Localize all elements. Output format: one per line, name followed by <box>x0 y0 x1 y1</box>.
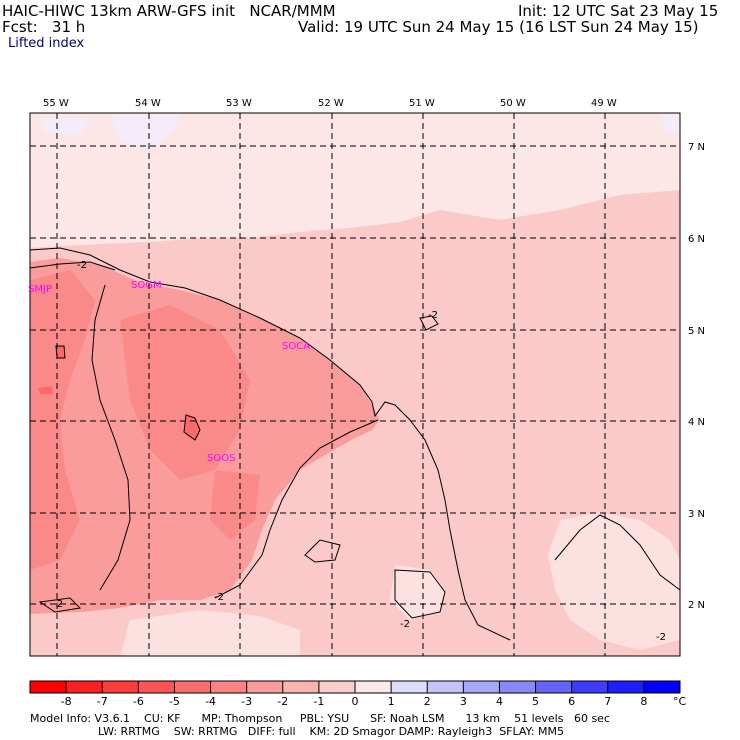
stronger-patch-west <box>30 270 95 570</box>
colorbar-swatch <box>427 681 464 693</box>
contour-label: -2 <box>400 619 410 630</box>
colorbar-tick-label: 5 <box>532 695 539 708</box>
lat-label: 7 N <box>688 142 705 153</box>
map-frame <box>29 112 681 657</box>
colorbar-swatch <box>643 681 681 693</box>
lon-label: 53 W <box>226 98 252 109</box>
valid-time: Valid: 19 UTC Sun 24 May 15 (16 LST Sun … <box>298 18 699 36</box>
near-zero-patch <box>110 115 180 150</box>
field-name: Lifted index <box>8 36 85 51</box>
colorbar-tick-label: -6 <box>133 695 144 708</box>
colorbar-tick-label: -2 <box>277 695 288 708</box>
coastline <box>29 247 511 641</box>
lon-label: 52 W <box>318 98 344 109</box>
contour-minus2-east <box>419 315 439 331</box>
lon-label: 51 W <box>409 98 435 109</box>
station-label: SOOS <box>207 453 235 464</box>
near-zero-patch-3 <box>660 115 680 135</box>
contour-label: -2 <box>53 599 63 610</box>
border-east <box>214 419 379 599</box>
colorbar-swatch <box>535 681 573 693</box>
colorbar-tick-label: 4 <box>496 695 503 708</box>
model-title: HAIC-HIWC 13km ARW-GFS init NCAR/MMM <box>2 2 336 20</box>
colorbar-tick-label: 8 <box>640 695 647 708</box>
lat-lon-grid <box>30 113 680 656</box>
lon-label: 50 W <box>500 98 526 109</box>
colorbar-tick-label: 1 <box>388 695 395 708</box>
colorbar-tick-label: -8 <box>61 695 72 708</box>
lon-label: 49 W <box>591 98 617 109</box>
colorbar-ticks: -8 -7 -6 -5 -4 -3 -2 -1 0 1 2 3 4 5 6 7 8 <box>61 681 647 708</box>
init-time: Init: 12 UTC Sat 23 May 15 <box>518 2 719 20</box>
station-label: SMJP <box>28 284 52 295</box>
colorbar-unit: °C <box>673 695 687 708</box>
contour-label: -2 <box>428 310 438 321</box>
lat-label: 2 N <box>688 600 705 611</box>
colorbar-swatch <box>391 681 428 693</box>
lon-label: 55 W <box>43 98 69 109</box>
colorbar-tick-label: -4 <box>205 695 216 708</box>
contour-label: -2 <box>77 260 87 271</box>
colorbar-tick-label: 0 <box>352 695 359 708</box>
minimum-li-cell-3 <box>38 386 53 394</box>
colorbar-tick-label: 3 <box>460 695 467 708</box>
colorbar-tick-label: 2 <box>424 695 431 708</box>
contour-minus2-south-central <box>304 539 341 563</box>
colorbar-swatch <box>282 681 320 693</box>
colorbar-swatch <box>30 681 67 693</box>
colorbar-tick-label: -5 <box>169 695 180 708</box>
colorbar-tick-label: 7 <box>604 695 611 708</box>
stronger-patch-central-2 <box>210 470 260 540</box>
colorbar-swatch <box>463 681 500 693</box>
lat-label: 5 N <box>688 326 705 337</box>
lat-label: 4 N <box>688 417 705 428</box>
colorbar-swatch <box>355 681 392 693</box>
colorbar-tick-label: 6 <box>568 695 575 708</box>
border-west <box>91 284 131 591</box>
weak-area-southeast <box>548 512 680 650</box>
colorbar-swatch <box>102 681 139 693</box>
colorbar-swatch <box>174 681 212 693</box>
contour-minus2-southwest <box>38 597 82 613</box>
colorbar-swatch <box>499 681 537 693</box>
lon-label: 54 W <box>135 98 161 109</box>
contour-minus2-south <box>394 569 446 619</box>
contour-minus2-se <box>554 514 681 591</box>
contour-label: -2 <box>656 632 666 643</box>
colorbar-swatch <box>246 681 284 693</box>
near-zero-patch-2 <box>40 118 90 135</box>
contour-label: -2 <box>214 592 224 603</box>
station-label: SOGM <box>131 280 162 291</box>
lat-label: 6 N <box>688 234 705 245</box>
colorbar-swatch <box>210 681 248 693</box>
contour-minus2-north <box>29 261 116 271</box>
model-info-line2: LW: RRTMG SW: RRTMG DIFF: full KM: 2D Sm… <box>98 725 564 738</box>
colorbar-swatch <box>571 681 609 693</box>
weak-area-south <box>120 610 300 656</box>
colorbar-swatch <box>318 681 356 693</box>
model-info-line1: Model Info: V3.6.1 CU: KF MP: Thompson P… <box>30 712 610 725</box>
colorbar-swatch <box>607 681 645 693</box>
lat-label: 3 N <box>688 509 705 520</box>
light-band-north <box>30 113 680 248</box>
weak-area-south-2 <box>390 565 445 620</box>
colorbar-swatch <box>66 681 103 693</box>
stronger-patch-central <box>120 305 250 480</box>
colorbar-tick-label: -7 <box>97 695 108 708</box>
forecast-hour: Fcst: 31 h <box>2 18 86 36</box>
colorbar-swatch <box>138 681 175 693</box>
station-label: SOCA <box>282 341 310 352</box>
colorbar-tick-label: -3 <box>241 695 252 708</box>
colorbar <box>30 681 681 693</box>
colorbar-tick-label: -1 <box>313 695 324 708</box>
